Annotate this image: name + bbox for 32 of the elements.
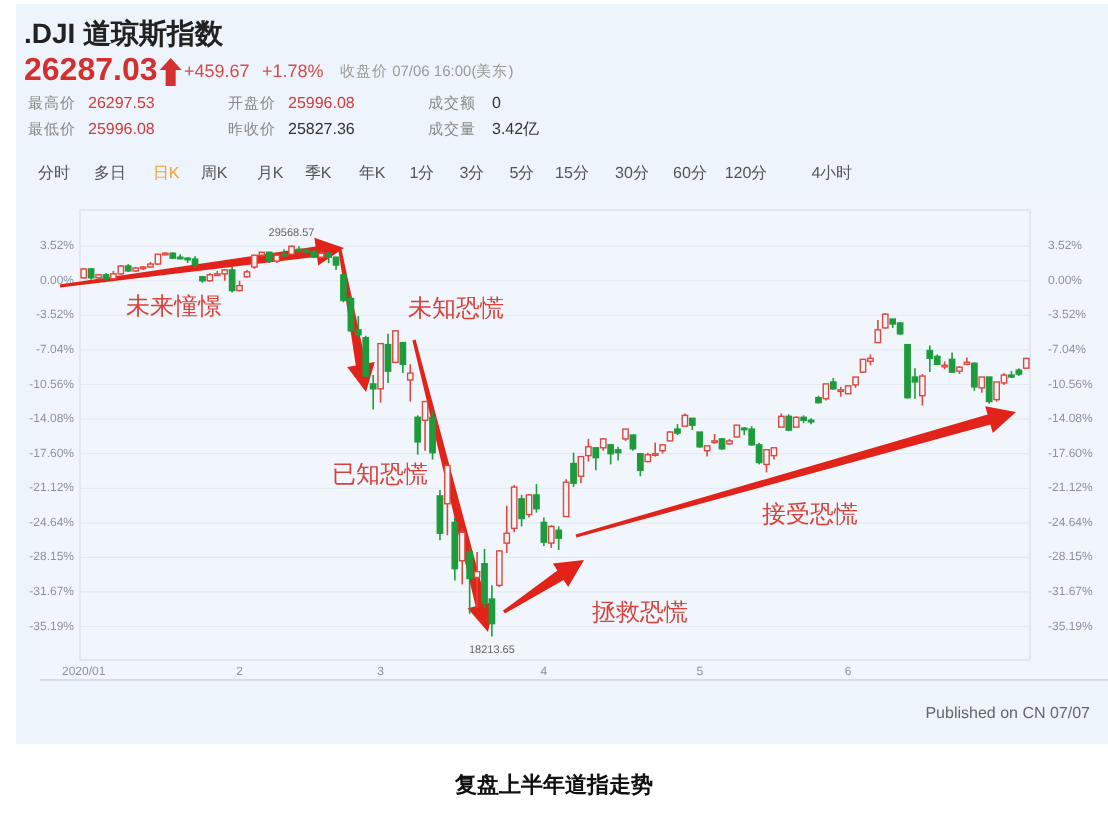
annotation: 拯救恐慌: [592, 598, 688, 627]
text: 5分: [509, 164, 535, 183]
text: 3分: [459, 164, 485, 183]
text: 多日: [94, 164, 126, 183]
annotation: 未知恐慌: [408, 294, 504, 323]
annotation: 已知恐慌: [332, 460, 428, 489]
text: 0: [492, 94, 502, 113]
text: 年K: [358, 164, 387, 183]
text: 月K: [256, 164, 285, 183]
text: 日K: [152, 164, 181, 183]
text: 季K: [304, 164, 333, 183]
text: 26297.53: [88, 94, 156, 113]
text: +459.67: [184, 60, 250, 81]
text: 1分: [409, 164, 435, 183]
annotation: 接受恐慌: [762, 500, 858, 529]
text: 25996.08: [288, 94, 356, 113]
text: 分时: [38, 164, 70, 183]
text: 4小时: [811, 164, 853, 183]
text: 15分: [555, 164, 589, 183]
text: 60分: [673, 164, 707, 183]
chart-title: .DJI 道琼斯指数: [24, 17, 226, 50]
text: 25827.36: [288, 120, 356, 139]
text: Published on CN 07/07: [925, 704, 1092, 723]
text: 26287.03: [24, 54, 158, 89]
text: 周K: [200, 164, 229, 183]
text: 复盘上半年道指走势: [453, 771, 653, 798]
text: 120分: [724, 164, 768, 183]
text: 3.42亿: [492, 120, 540, 139]
text: +1.78%: [262, 60, 324, 81]
text: 30分: [615, 164, 649, 183]
annotation: 未来憧憬: [126, 292, 222, 321]
text: 25996.08: [88, 120, 156, 139]
